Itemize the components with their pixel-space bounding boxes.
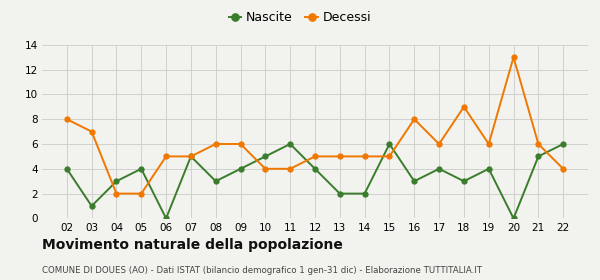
Decessi [262, 167, 269, 171]
Decessi [311, 155, 319, 158]
Decessi [460, 105, 467, 108]
Nascite [485, 167, 493, 171]
Nascite [237, 167, 244, 171]
Nascite [137, 167, 145, 171]
Decessi [212, 142, 220, 146]
Decessi [410, 118, 418, 121]
Decessi [163, 155, 170, 158]
Line: Nascite: Nascite [64, 142, 566, 221]
Nascite [163, 217, 170, 220]
Nascite [436, 167, 443, 171]
Nascite [560, 142, 567, 146]
Decessi [287, 167, 294, 171]
Decessi [137, 192, 145, 195]
Legend: Nascite, Decessi: Nascite, Decessi [224, 6, 376, 29]
Nascite [386, 142, 393, 146]
Decessi [386, 155, 393, 158]
Nascite [88, 204, 95, 208]
Decessi [63, 118, 70, 121]
Nascite [510, 217, 517, 220]
Nascite [63, 167, 70, 171]
Decessi [336, 155, 343, 158]
Decessi [436, 142, 443, 146]
Nascite [311, 167, 319, 171]
Nascite [262, 155, 269, 158]
Nascite [187, 155, 194, 158]
Nascite [410, 179, 418, 183]
Nascite [336, 192, 343, 195]
Decessi [560, 167, 567, 171]
Nascite [113, 179, 120, 183]
Nascite [287, 142, 294, 146]
Decessi [535, 142, 542, 146]
Nascite [460, 179, 467, 183]
Text: Movimento naturale della popolazione: Movimento naturale della popolazione [42, 238, 343, 252]
Decessi [88, 130, 95, 133]
Text: COMUNE DI DOUES (AO) - Dati ISTAT (bilancio demografico 1 gen-31 dic) - Elaboraz: COMUNE DI DOUES (AO) - Dati ISTAT (bilan… [42, 266, 482, 275]
Nascite [212, 179, 220, 183]
Line: Decessi: Decessi [64, 55, 566, 196]
Nascite [361, 192, 368, 195]
Nascite [535, 155, 542, 158]
Decessi [361, 155, 368, 158]
Decessi [237, 142, 244, 146]
Decessi [485, 142, 493, 146]
Decessi [113, 192, 120, 195]
Decessi [510, 55, 517, 59]
Decessi [187, 155, 194, 158]
